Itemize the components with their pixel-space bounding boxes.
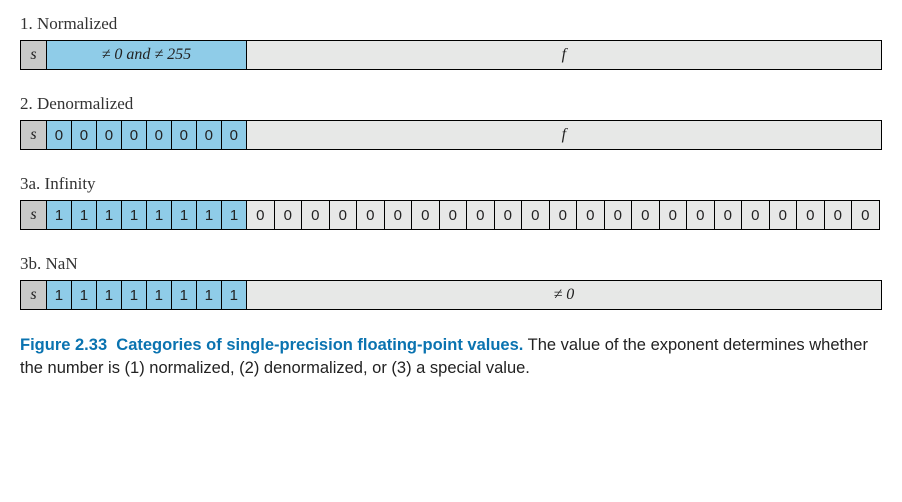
bit-cell: 0 [122,120,147,150]
bit-cell: 0 [330,200,358,230]
figure-number: Figure 2.33 [20,336,107,354]
bit-cell: 0 [357,200,385,230]
bit-cell: 1 [72,200,97,230]
bit-cell: 1 [172,200,197,230]
bit-cell: 1 [47,200,72,230]
section-label: 1. Normalized [20,14,882,34]
bit-cell: 1 [122,200,147,230]
bit-row: s≠ 0 and ≠ 255f [20,40,882,70]
bit-cell: s [21,120,47,150]
bit-cell: f [247,40,882,70]
bit-cell: s [21,200,47,230]
bitfield-section: 3b. NaNs11111111≠ 0 [20,254,882,310]
figure-title: Categories of single-precision floating-… [116,336,523,354]
bit-cell: 0 [715,200,743,230]
bit-cell: 0 [72,120,97,150]
bitfield-section: 3a. Infinitys111111110000000000000000000… [20,174,882,230]
bit-cell: 1 [147,280,172,310]
bit-cell: 0 [770,200,798,230]
bit-cell: 1 [97,200,122,230]
bit-cell: 0 [172,120,197,150]
bit-cell: 1 [222,200,247,230]
figure-caption: Figure 2.33 Categories of single-precisi… [20,334,882,380]
section-label: 3a. Infinity [20,174,882,194]
bit-cell: 0 [147,120,172,150]
bit-cell: 1 [47,280,72,310]
bit-cell: s [21,280,47,310]
bit-cell: ≠ 0 [247,280,882,310]
bit-cell: 0 [797,200,825,230]
bit-cell: 0 [222,120,247,150]
bit-cell: 0 [852,200,880,230]
bit-cell: 0 [742,200,770,230]
bit-cell: 1 [197,280,222,310]
bit-cell: 0 [577,200,605,230]
bit-row: s00000000f [20,120,882,150]
bit-cell: 0 [302,200,330,230]
bit-cell: 0 [660,200,688,230]
bitfield-section: 2. Denormalizeds00000000f [20,94,882,150]
bit-cell: 0 [440,200,468,230]
bit-cell: 0 [605,200,633,230]
bit-cell: 0 [825,200,853,230]
bit-cell: 0 [467,200,495,230]
bit-cell: 0 [495,200,523,230]
bit-cell: 1 [72,280,97,310]
bit-cell: 1 [172,280,197,310]
bit-row: s11111111≠ 0 [20,280,882,310]
bit-cell: f [247,120,882,150]
bit-cell: 0 [247,200,275,230]
bit-cell: 0 [97,120,122,150]
section-label: 2. Denormalized [20,94,882,114]
bit-cell: 1 [197,200,222,230]
bit-cell: 0 [275,200,303,230]
bit-cell: ≠ 0 and ≠ 255 [47,40,247,70]
bit-cell: s [21,40,47,70]
bitfield-section: 1. Normalized s≠ 0 and ≠ 255f [20,14,882,70]
bit-cell: 1 [122,280,147,310]
bit-cell: 1 [222,280,247,310]
bit-cell: 1 [97,280,122,310]
bit-cell: 0 [412,200,440,230]
bit-cell: 0 [47,120,72,150]
bit-cell: 0 [687,200,715,230]
section-label: 3b. NaN [20,254,882,274]
bit-cell: 0 [197,120,222,150]
bit-cell: 0 [522,200,550,230]
bit-cell: 0 [632,200,660,230]
bit-cell: 0 [550,200,578,230]
bit-cell: 0 [385,200,413,230]
bit-row: s1111111100000000000000000000000 [20,200,882,230]
bit-cell: 1 [147,200,172,230]
figure-container: 1. Normalizeds≠ 0 and ≠ 255f2. Denormali… [20,14,882,310]
